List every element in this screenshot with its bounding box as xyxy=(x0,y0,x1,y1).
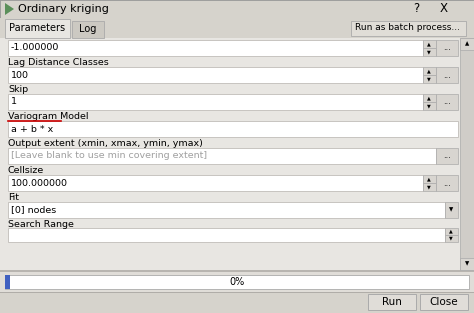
Text: Run: Run xyxy=(382,297,402,307)
Text: 0%: 0% xyxy=(229,277,245,287)
Bar xyxy=(5,19,70,38)
Bar xyxy=(5,275,10,289)
Bar xyxy=(8,202,445,218)
Text: ▼: ▼ xyxy=(427,49,431,54)
Polygon shape xyxy=(5,3,14,15)
Bar xyxy=(8,40,423,56)
Bar xyxy=(8,94,423,110)
Bar xyxy=(8,175,423,191)
Text: Search Range: Search Range xyxy=(8,220,74,229)
Text: ...: ... xyxy=(443,44,451,53)
Text: ▼: ▼ xyxy=(427,184,431,189)
Bar xyxy=(368,294,416,310)
Text: [Leave blank to use min covering extent]: [Leave blank to use min covering extent] xyxy=(11,151,207,161)
Bar xyxy=(72,21,104,38)
Bar xyxy=(423,175,436,183)
Bar xyxy=(423,40,436,48)
Text: Log: Log xyxy=(79,24,97,34)
Bar xyxy=(460,38,474,50)
Bar xyxy=(423,75,436,83)
Text: Run as batch process...: Run as batch process... xyxy=(356,23,461,33)
Bar xyxy=(0,38,474,270)
Bar xyxy=(351,21,466,36)
Text: ▲: ▲ xyxy=(449,228,453,233)
Bar xyxy=(423,67,436,75)
Text: Fit: Fit xyxy=(8,193,19,202)
Text: Variogram Model: Variogram Model xyxy=(8,112,89,121)
Text: 1: 1 xyxy=(11,98,17,106)
Text: Lag Distance Classes: Lag Distance Classes xyxy=(8,58,109,67)
Text: Output extent (xmin, xmax, ymin, ymax): Output extent (xmin, xmax, ymin, ymax) xyxy=(8,139,203,148)
Bar xyxy=(0,292,474,293)
Bar xyxy=(423,94,436,102)
Bar xyxy=(460,38,474,270)
Text: ...: ... xyxy=(443,151,451,161)
Text: ▲: ▲ xyxy=(427,177,431,182)
Bar xyxy=(436,94,458,110)
Text: Cellsize: Cellsize xyxy=(8,166,44,175)
Bar xyxy=(436,175,458,191)
Bar xyxy=(420,294,468,310)
Bar xyxy=(0,270,474,272)
Bar xyxy=(423,183,436,191)
Text: ?: ? xyxy=(413,3,419,16)
Text: [0] nodes: [0] nodes xyxy=(11,206,56,214)
Text: ▲: ▲ xyxy=(427,95,431,100)
Text: ▲: ▲ xyxy=(465,42,469,47)
Bar xyxy=(0,272,474,292)
Text: ▼: ▼ xyxy=(427,76,431,81)
Bar xyxy=(436,67,458,83)
Text: ...: ... xyxy=(443,70,451,80)
Bar xyxy=(445,202,458,218)
Text: ▼: ▼ xyxy=(465,261,469,266)
Bar xyxy=(423,48,436,56)
Text: 100: 100 xyxy=(11,70,29,80)
Text: ▼: ▼ xyxy=(449,208,453,213)
Bar xyxy=(8,148,436,164)
Bar xyxy=(8,228,445,242)
Text: X: X xyxy=(440,3,448,16)
Bar xyxy=(0,292,474,313)
Text: Ordinary kriging: Ordinary kriging xyxy=(18,4,109,14)
Bar xyxy=(0,0,474,18)
Bar xyxy=(445,235,458,242)
Bar xyxy=(436,148,458,164)
Bar xyxy=(445,228,458,235)
Text: -1.000000: -1.000000 xyxy=(11,44,59,53)
Text: ...: ... xyxy=(443,98,451,106)
Text: 100.000000: 100.000000 xyxy=(11,178,68,187)
Text: ▼: ▼ xyxy=(427,104,431,109)
Text: ▲: ▲ xyxy=(427,69,431,74)
Text: ...: ... xyxy=(443,178,451,187)
Text: Close: Close xyxy=(430,297,458,307)
Text: ▼: ▼ xyxy=(449,235,453,240)
Bar xyxy=(8,67,423,83)
Text: Skip: Skip xyxy=(8,85,28,94)
Bar xyxy=(0,18,474,38)
Bar xyxy=(460,258,474,270)
Bar xyxy=(423,102,436,110)
Bar xyxy=(436,40,458,56)
Text: a + b * x: a + b * x xyxy=(11,125,53,134)
Bar xyxy=(8,121,458,137)
Text: ▲: ▲ xyxy=(427,42,431,47)
Bar xyxy=(5,275,469,289)
Text: Parameters: Parameters xyxy=(9,23,65,33)
